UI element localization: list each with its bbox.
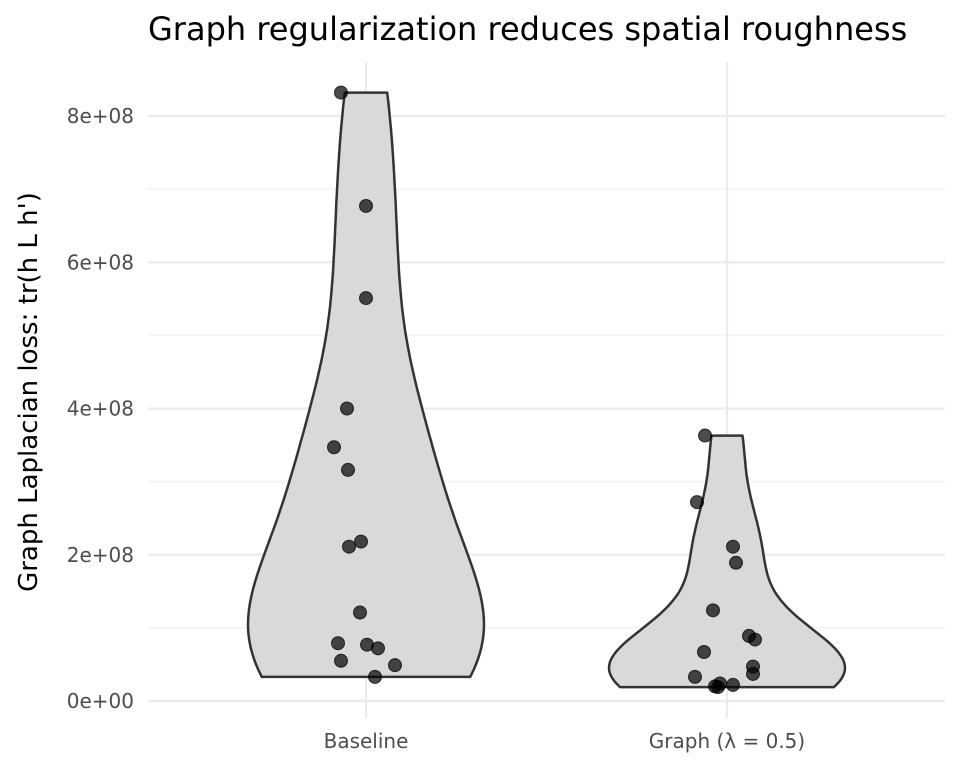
data-point <box>359 198 373 213</box>
y-tick-label: 8e+08 <box>67 104 134 128</box>
y-tick-label: 0e+00 <box>67 689 134 713</box>
violin-graph <box>607 434 847 689</box>
data-points <box>327 85 762 695</box>
data-point <box>331 636 345 651</box>
data-point <box>334 85 348 100</box>
data-point <box>334 653 348 668</box>
chart-title: Graph regularization reduces spatial rou… <box>148 10 907 48</box>
x-tick-label: Baseline <box>324 729 409 753</box>
y-tick-label: 6e+08 <box>67 250 134 274</box>
x-axis-ticks: Baseline Graph (λ = 0.5) <box>324 729 806 753</box>
x-tick-label: Graph (λ = 0.5) <box>649 729 805 753</box>
data-point <box>359 291 373 306</box>
data-point <box>726 539 740 554</box>
data-point <box>729 555 743 570</box>
data-point <box>327 440 341 455</box>
data-point <box>688 669 702 684</box>
data-point <box>690 495 704 510</box>
data-point <box>388 658 402 673</box>
data-point <box>354 534 368 549</box>
data-point <box>368 669 382 684</box>
violin-baseline <box>246 91 486 679</box>
data-point <box>726 677 740 692</box>
data-point <box>748 632 762 647</box>
data-point <box>342 539 356 554</box>
violins <box>246 91 847 689</box>
data-point <box>706 603 720 618</box>
data-point <box>697 645 711 660</box>
y-tick-label: 4e+08 <box>67 397 134 421</box>
data-point <box>711 680 725 695</box>
data-point <box>746 666 760 681</box>
y-axis-label: Graph Laplacian loss: tr(h L h') <box>14 192 44 592</box>
data-point <box>698 428 712 443</box>
y-tick-label: 2e+08 <box>67 543 134 567</box>
data-point <box>371 641 385 656</box>
data-point <box>340 401 354 416</box>
y-axis-ticks: 0e+00 2e+08 4e+08 6e+08 8e+08 <box>67 104 134 713</box>
data-point <box>341 462 355 477</box>
data-point <box>353 605 367 620</box>
